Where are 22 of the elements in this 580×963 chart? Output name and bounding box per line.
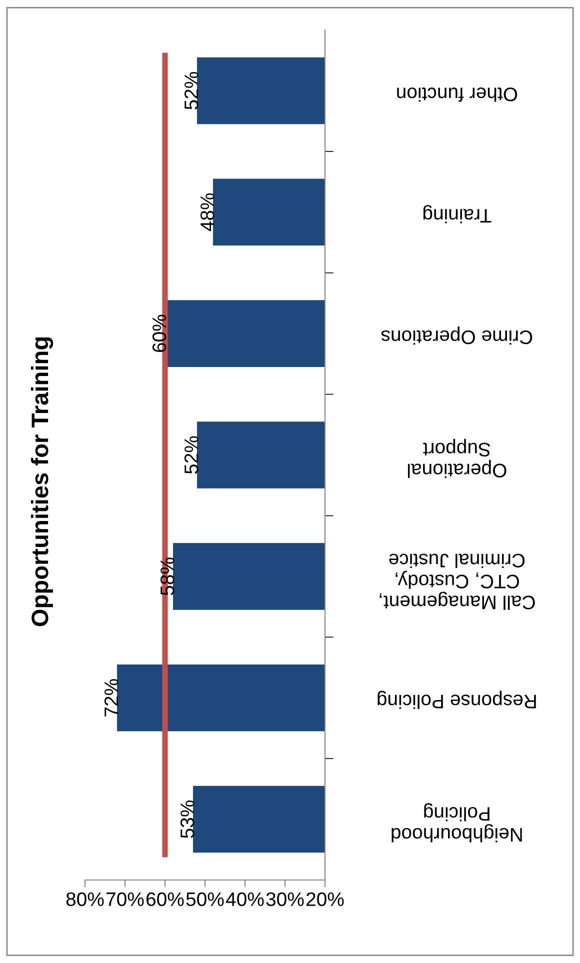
x-tick-label: 20%: [306, 892, 344, 906]
data-label: 72%: [104, 679, 118, 716]
y-tick-label: Response Policing: [378, 690, 536, 709]
x-tick-label: 40%: [226, 892, 264, 906]
x-tick-label: 60%: [146, 892, 184, 906]
y-tick-label: Call Management, CTC, Custody, Criminal Justice: [380, 554, 535, 610]
y-tick-label: Neighbourhood Policing: [392, 803, 522, 842]
y-tick-label: Operational Support: [408, 438, 506, 478]
x-tick-label: 30%: [266, 892, 304, 906]
data-label: 48%: [200, 193, 214, 232]
data-label: 58%: [160, 558, 174, 596]
x-tick-label: 70%: [106, 892, 144, 906]
text: Opportunities for Training: [30, 337, 54, 626]
x-tick-label: 80%: [66, 892, 104, 906]
y-tick-label: Crime Operations: [381, 326, 532, 345]
x-tick-label: 50%: [186, 892, 224, 906]
data-label: 52%: [184, 436, 198, 474]
y-tick-label: Other function: [397, 88, 518, 102]
data-label: 60%: [152, 314, 166, 352]
data-label: 53%: [180, 800, 194, 838]
y-tick-label: Training: [423, 205, 492, 224]
data-label: 52%: [184, 72, 198, 110]
